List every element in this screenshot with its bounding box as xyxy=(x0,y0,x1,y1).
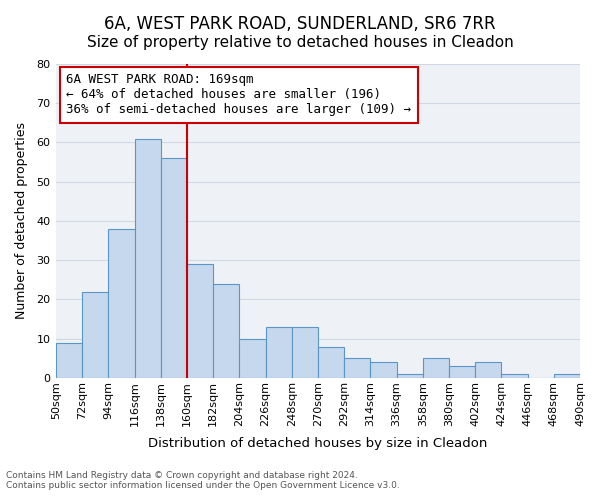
Text: Size of property relative to detached houses in Cleadon: Size of property relative to detached ho… xyxy=(86,35,514,50)
Bar xyxy=(134,138,161,378)
Bar xyxy=(56,342,82,378)
Bar xyxy=(161,158,187,378)
Bar xyxy=(475,362,502,378)
Bar xyxy=(554,374,580,378)
Bar xyxy=(318,346,344,378)
Bar xyxy=(82,292,109,378)
Bar xyxy=(502,374,527,378)
Text: 6A WEST PARK ROAD: 169sqm
← 64% of detached houses are smaller (196)
36% of semi: 6A WEST PARK ROAD: 169sqm ← 64% of detac… xyxy=(67,74,412,116)
Bar xyxy=(344,358,370,378)
Bar xyxy=(423,358,449,378)
Bar xyxy=(370,362,397,378)
Bar xyxy=(213,284,239,378)
Bar xyxy=(187,264,213,378)
Bar xyxy=(397,374,423,378)
Text: 6A, WEST PARK ROAD, SUNDERLAND, SR6 7RR: 6A, WEST PARK ROAD, SUNDERLAND, SR6 7RR xyxy=(104,15,496,33)
Bar xyxy=(449,366,475,378)
X-axis label: Distribution of detached houses by size in Cleadon: Distribution of detached houses by size … xyxy=(148,437,488,450)
Bar xyxy=(109,229,134,378)
Bar xyxy=(266,327,292,378)
Text: Contains HM Land Registry data © Crown copyright and database right 2024.
Contai: Contains HM Land Registry data © Crown c… xyxy=(6,470,400,490)
Y-axis label: Number of detached properties: Number of detached properties xyxy=(15,122,28,320)
Bar xyxy=(292,327,318,378)
Bar xyxy=(239,338,266,378)
